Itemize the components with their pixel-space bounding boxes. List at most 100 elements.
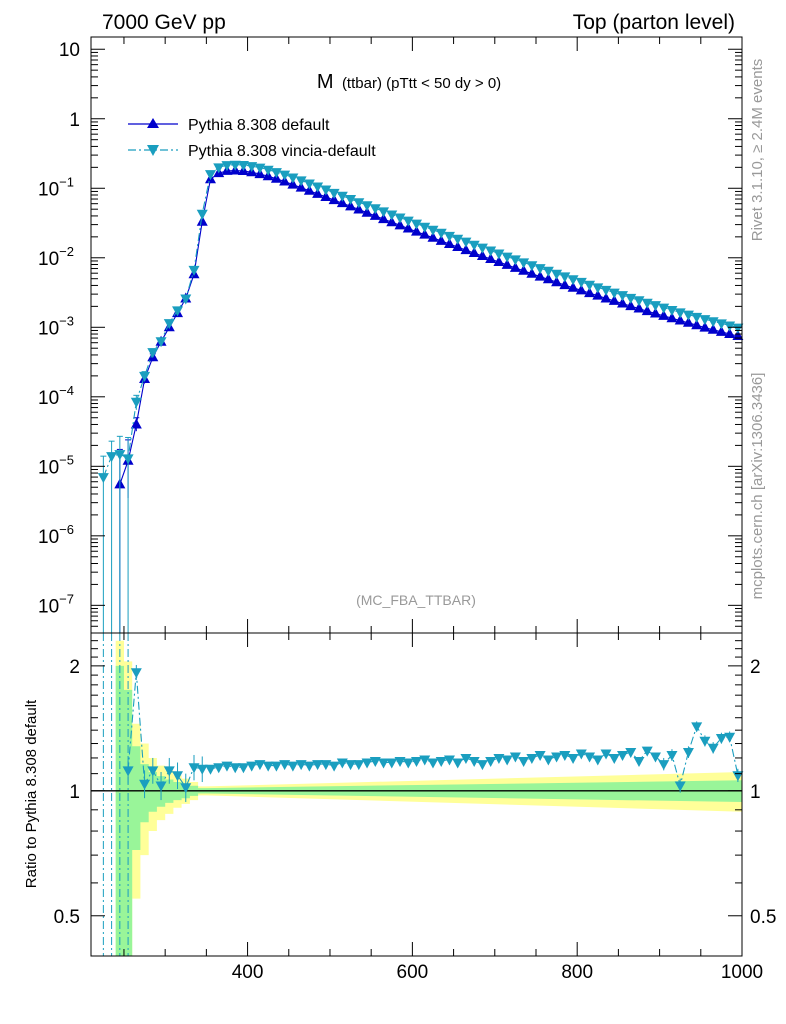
- main-ytick-label-0: 10: [59, 40, 80, 61]
- main-point: [575, 277, 587, 288]
- main-point: [493, 255, 505, 266]
- main-point: [691, 319, 703, 330]
- ratio-point: [262, 761, 274, 772]
- main-watermark: (MC_FBA_TTBAR): [356, 592, 476, 608]
- main-ytick-label-5: 10−4: [38, 383, 74, 409]
- ratio-point: [658, 760, 670, 771]
- main-line-0: [119, 169, 739, 485]
- main-point: [353, 203, 365, 214]
- ratio-point: [526, 753, 538, 764]
- ratio-point: [155, 781, 167, 792]
- main-point: [97, 473, 109, 484]
- main-point: [320, 190, 332, 201]
- main-point: [460, 244, 472, 255]
- ratio-point: [130, 668, 142, 679]
- ratio-point: [237, 763, 249, 774]
- main-point: [724, 321, 736, 332]
- main-point: [682, 310, 694, 321]
- ratio-point: [213, 763, 225, 774]
- ratio-point: [485, 756, 497, 767]
- main-point: [641, 298, 653, 309]
- main-point: [649, 307, 661, 318]
- main-point: [336, 197, 348, 208]
- main-point: [262, 165, 274, 176]
- main-point: [213, 163, 225, 174]
- ratio-series-vincia: [102, 633, 744, 956]
- ratio-point: [147, 766, 159, 777]
- ratio-point: [204, 764, 216, 775]
- main-point: [180, 294, 192, 305]
- main-point: [378, 207, 390, 218]
- ratio-point: [419, 755, 431, 766]
- ratio-point: [279, 760, 291, 771]
- main-point: [674, 314, 686, 325]
- ratio-point: [295, 760, 307, 771]
- ratio-point: [394, 756, 406, 767]
- ratio-point: [196, 764, 208, 775]
- main-point: [542, 273, 554, 284]
- ratio-point: [303, 761, 315, 772]
- main-point: [460, 237, 472, 248]
- main-point: [625, 300, 637, 311]
- ratio-point: [493, 753, 505, 764]
- ratio-xtick-label-0: 400: [232, 962, 264, 983]
- main-point: [196, 209, 208, 220]
- legend-vincia-label: Pythia 8.308 vincia-default: [188, 143, 376, 160]
- main-point: [303, 184, 315, 195]
- main-point: [551, 269, 563, 280]
- main-point: [287, 173, 299, 184]
- ratio-point: [386, 758, 398, 769]
- ratio-band-outer: [115, 640, 742, 956]
- ratio-point: [369, 756, 381, 767]
- ratio-point: [600, 749, 612, 760]
- ratio-ytick-label-right-0: 0.5: [750, 907, 776, 928]
- main-ytick-label-8: 10−7: [38, 591, 74, 617]
- mcplots-label: mcplots.cern.ch [arXiv:1306.3436]: [749, 373, 766, 600]
- main-point: [369, 204, 381, 215]
- main-point: [567, 281, 579, 292]
- ratio-point: [633, 756, 645, 767]
- ratio-point: [575, 749, 587, 760]
- main-point: [666, 312, 678, 323]
- main-point: [485, 246, 497, 257]
- main-point: [130, 397, 142, 408]
- main-title: M (ttbar) (pTtt < 50 dy > 0): [317, 71, 501, 93]
- main-point: [534, 264, 546, 275]
- main-ytick-label-3: 10−2: [38, 244, 74, 270]
- main-point: [402, 216, 414, 227]
- ratio-point: [378, 758, 390, 769]
- ratio-point: [608, 753, 620, 764]
- main-series-default: [114, 164, 744, 633]
- main-point: [666, 306, 678, 317]
- ratio-point: [509, 752, 521, 763]
- ratio-point: [336, 758, 348, 769]
- ratio-point: [617, 750, 629, 761]
- ratio-point: [246, 761, 258, 772]
- rivet-label: Rivet 3.1.10, ≥ 2.4M events: [749, 59, 766, 242]
- main-point: [592, 289, 604, 300]
- ratio-point: [270, 761, 282, 772]
- main-point: [345, 195, 357, 206]
- main-point: [386, 210, 398, 221]
- main-series-vincia: [97, 160, 744, 633]
- ratio-point: [534, 750, 546, 761]
- main-point: [237, 161, 249, 172]
- ratio-point: [649, 752, 661, 763]
- ratio-ytick-label-right-1: 1: [750, 782, 761, 803]
- main-point: [658, 303, 670, 314]
- ratio-point: [312, 760, 324, 771]
- ratio-point: [501, 755, 513, 766]
- main-point: [501, 258, 513, 269]
- main-point: [732, 329, 744, 340]
- main-point: [575, 284, 587, 295]
- main-ytick-label-7: 10−6: [38, 522, 74, 548]
- main-point: [691, 312, 703, 323]
- ratio-xtick-label-1: 600: [397, 962, 429, 983]
- main-point: [411, 225, 422, 236]
- ratio-point: [188, 763, 200, 774]
- ratio-point: [551, 752, 563, 763]
- main-point: [526, 267, 538, 278]
- ratio-point: [361, 758, 373, 769]
- main-point: [254, 163, 266, 174]
- main-point: [279, 170, 291, 181]
